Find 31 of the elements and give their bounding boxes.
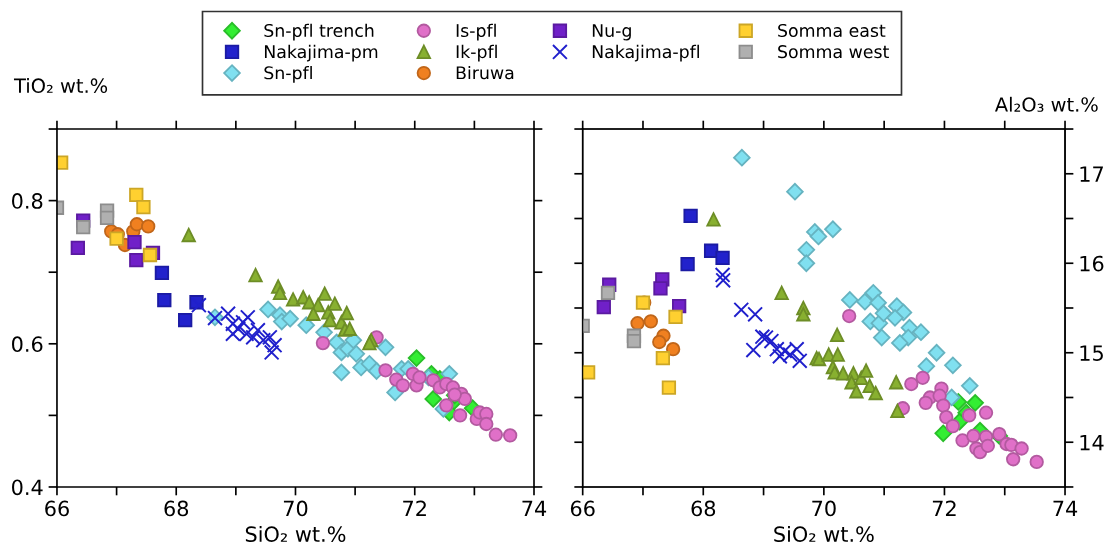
x-tick-label: 68 (691, 500, 716, 517)
legend-label: Sn-pfl (264, 65, 312, 83)
y2-axis-title: Al₂O₃ wt.% (994, 96, 1098, 112)
y-tick-label: 0.4 (12, 479, 43, 496)
y2-tick-label: 16 (1080, 255, 1104, 272)
x-tick-label: 74 (1053, 500, 1078, 516)
y-tick-label: 0.6 (12, 336, 43, 353)
legend-label: Somma east (778, 23, 886, 38)
x-axis-title: SiO₂ wt.% (774, 525, 874, 543)
y-axis-title: TiO₂ wt.% (13, 77, 108, 94)
x-tick-label: 66 (570, 500, 595, 517)
x-tick-label: 70 (283, 500, 308, 517)
x-tick-label: 72 (403, 500, 426, 516)
x-axis-title: SiO₂ wt.% (245, 525, 346, 543)
legend-label: Is-pfl (456, 23, 496, 41)
legend-label: Sn-pfl trench (264, 23, 374, 41)
x-tick-label: 68 (164, 500, 189, 517)
legend-label: Biruwa (456, 65, 514, 80)
y2-tick-label: 17 (1080, 166, 1103, 182)
y2-tick-label: 14 (1080, 434, 1104, 451)
x-tick-label: 66 (45, 500, 69, 517)
legend-label: Somma west (778, 45, 889, 59)
legend-label: Nu-g (592, 24, 631, 41)
legend-label: Nakajima-pfl (592, 44, 699, 62)
legend-label: Nakajima-pm (264, 44, 378, 62)
x-tick-label: 74 (522, 500, 547, 516)
x-tick-label: 70 (812, 500, 836, 517)
x-tick-label: 72 (932, 500, 956, 516)
y-tick-label: 0.8 (12, 193, 43, 209)
legend-label: Ik-pfl (456, 44, 497, 62)
y2-tick-label: 15 (1080, 345, 1103, 361)
